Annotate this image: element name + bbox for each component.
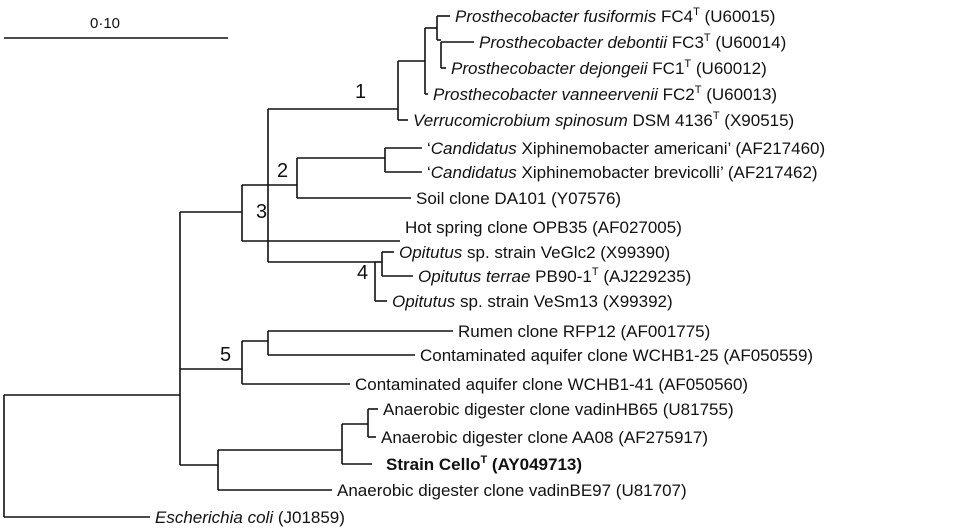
label-text: Contaminated aquifer clone WCHB1-41 (AF0… bbox=[355, 375, 748, 394]
label-text: (J01859) bbox=[273, 508, 345, 527]
italic-name: Verrucomicrobium spinosum bbox=[413, 111, 628, 130]
type-strain-superscript: T bbox=[713, 110, 720, 122]
italic-name: Prosthecobacter vanneervenii bbox=[433, 85, 659, 104]
label-text: sp. strain VeGlc2 (X99390) bbox=[462, 243, 670, 262]
taxon-label-be97: Anaerobic digester clone vadinBE97 (U817… bbox=[337, 481, 687, 500]
taxon-label-vspi: Verrucomicrobium spinosum DSM 4136T (X90… bbox=[413, 110, 794, 130]
taxon-label-pfus: Prosthecobacter fusiformis FC4T (U60015) bbox=[455, 6, 775, 26]
label-text: DSM 4136 bbox=[628, 111, 713, 130]
label-text: FC3 bbox=[667, 33, 704, 52]
label-text: FC2 bbox=[658, 85, 695, 104]
node-label-4: 4 bbox=[357, 262, 368, 284]
taxon-label-pvan: Prosthecobacter vanneervenii FC2T (U6001… bbox=[433, 84, 777, 104]
taxon-label-cw25: Contaminated aquifer clone WCHB1-25 (AF0… bbox=[420, 346, 813, 365]
label-text: ‘ bbox=[427, 139, 431, 158]
taxon-label-cello: Strain CelloT (AY049713) bbox=[386, 454, 582, 474]
node-label-2: 2 bbox=[277, 160, 288, 182]
taxon-label-pdeb: Prosthecobacter debontii FC3T (U60014) bbox=[479, 32, 786, 52]
italic-name: Prosthecobacter dejongeii bbox=[451, 59, 649, 78]
type-strain-superscript: T bbox=[684, 58, 691, 70]
label-text: Contaminated aquifer clone WCHB1-25 (AF0… bbox=[420, 346, 813, 365]
label-text: sp. strain VeSm13 (X99392) bbox=[455, 292, 672, 311]
taxon-label-xame: ‘Candidatus Xiphinemobacter americani’ (… bbox=[427, 139, 825, 158]
italic-name: Candidatus bbox=[431, 163, 518, 182]
taxon-label-rumen: Rumen clone RFP12 (AF001775) bbox=[458, 322, 710, 341]
type-strain-superscript: T bbox=[592, 266, 599, 278]
taxon-label-aa08: Anaerobic digester clone AA08 (AF275917) bbox=[381, 428, 708, 447]
label-text: (AJ229235) bbox=[599, 267, 692, 286]
taxon-label-xbre: ‘Candidatus Xiphinemobacter brevicolli’ … bbox=[427, 163, 818, 182]
type-strain-superscript: T bbox=[693, 6, 700, 18]
label-text: (U60013) bbox=[702, 85, 778, 104]
label-text: Hot spring clone OPB35 (AF027005) bbox=[405, 218, 682, 237]
node-label-3: 3 bbox=[256, 201, 267, 223]
label-text: (AY049713) bbox=[487, 455, 582, 474]
label-text: Soil clone DA101 (Y07576) bbox=[416, 189, 621, 208]
taxon-label-ove2: Opitutus sp. strain VeGlc2 (X99390) bbox=[399, 243, 670, 262]
type-strain-superscript: T bbox=[704, 32, 711, 44]
label-text: (U60012) bbox=[691, 59, 767, 78]
label-text: Strain Cello bbox=[386, 455, 480, 474]
italic-name: Opitutus bbox=[392, 292, 456, 311]
italic-name: Escherichia coli bbox=[155, 508, 274, 527]
taxon-label-soil: Soil clone DA101 (Y07576) bbox=[416, 189, 621, 208]
italic-name: Prosthecobacter debontii bbox=[479, 33, 668, 52]
taxon-label-oter: Opitutus terrae PB90-1T (AJ229235) bbox=[418, 266, 691, 286]
label-text: (X90515) bbox=[720, 111, 795, 130]
taxon-label-cw41: Contaminated aquifer clone WCHB1-41 (AF0… bbox=[355, 375, 748, 394]
label-text: PB90-1 bbox=[530, 267, 591, 286]
type-strain-superscript: T bbox=[480, 454, 487, 466]
taxon-label-hb65: Anaerobic digester clone vadinHB65 (U817… bbox=[383, 400, 734, 419]
type-strain-superscript: T bbox=[695, 84, 702, 96]
taxon-label-ecoli: Escherichia coli (J01859) bbox=[155, 508, 345, 527]
tree-branches bbox=[3, 15, 474, 518]
label-text: ‘ bbox=[427, 163, 431, 182]
label-text: Anaerobic digester clone vadinBE97 (U817… bbox=[337, 481, 687, 500]
taxon-label-hots: Hot spring clone OPB35 (AF027005) bbox=[405, 218, 682, 237]
label-text: Anaerobic digester clone vadinHB65 (U817… bbox=[383, 400, 734, 419]
italic-name: Candidatus bbox=[431, 139, 518, 158]
taxon-labels: Prosthecobacter fusiformis FC4T (U60015)… bbox=[155, 6, 825, 527]
label-text: Anaerobic digester clone AA08 (AF275917) bbox=[381, 428, 708, 447]
label-text: FC4 bbox=[656, 7, 693, 26]
italic-name: Prosthecobacter fusiformis bbox=[455, 7, 657, 26]
label-text: Xiphinemobacter americani’ (AF217460) bbox=[517, 139, 825, 158]
italic-name: Opitutus terrae bbox=[418, 267, 530, 286]
label-text: FC1 bbox=[648, 59, 685, 78]
taxon-label-pdej: Prosthecobacter dejongeii FC1T (U60012) bbox=[451, 58, 767, 78]
label-text: (U60014) bbox=[711, 33, 787, 52]
label-text: Xiphinemobacter brevicolli’ (AF217462) bbox=[517, 163, 818, 182]
label-text: Rumen clone RFP12 (AF001775) bbox=[458, 322, 710, 341]
scale-bar-label: 0·10 bbox=[90, 15, 120, 32]
italic-name: Opitutus bbox=[399, 243, 463, 262]
taxon-label-ove13: Opitutus sp. strain VeSm13 (X99392) bbox=[392, 292, 673, 311]
label-text: (U60015) bbox=[700, 7, 776, 26]
node-label-5: 5 bbox=[220, 344, 231, 366]
node-label-1: 1 bbox=[355, 81, 366, 103]
